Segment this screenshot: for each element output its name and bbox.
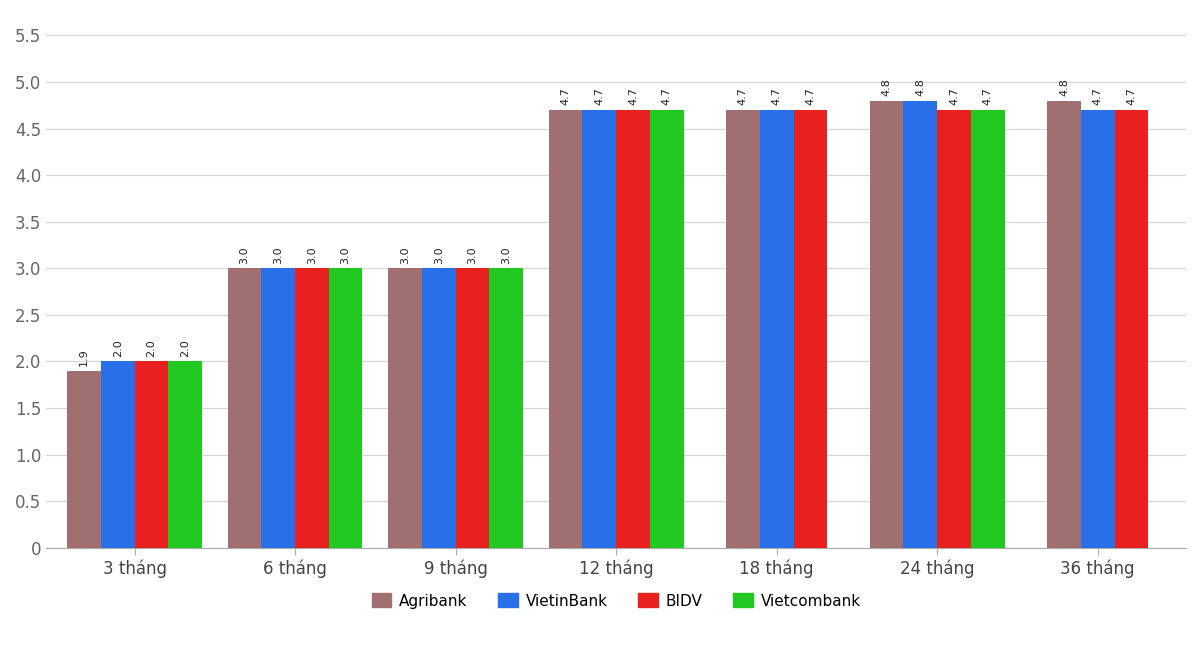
Text: 3.0: 3.0: [501, 246, 512, 263]
Text: 4.7: 4.7: [628, 87, 638, 105]
Text: 4.7: 4.7: [1127, 87, 1136, 105]
Text: 3.0: 3.0: [467, 246, 478, 263]
Bar: [168, 362, 202, 548]
Bar: [422, 268, 455, 548]
Text: 4.7: 4.7: [1093, 87, 1103, 105]
Bar: [1081, 110, 1115, 548]
Text: 4.7: 4.7: [982, 87, 993, 105]
Bar: [228, 268, 262, 548]
Bar: [616, 110, 650, 548]
Text: 4.7: 4.7: [949, 87, 960, 105]
Bar: [870, 101, 903, 548]
Text: 3.0: 3.0: [307, 246, 317, 263]
Text: 1.9: 1.9: [79, 348, 89, 366]
Bar: [388, 268, 422, 548]
Bar: [903, 101, 937, 548]
Bar: [101, 362, 135, 548]
Text: 3.0: 3.0: [273, 246, 283, 263]
Text: 4.7: 4.7: [772, 87, 782, 105]
Text: 4.8: 4.8: [1059, 78, 1069, 96]
Text: 2.0: 2.0: [147, 339, 156, 357]
Bar: [67, 371, 101, 548]
Bar: [760, 110, 794, 548]
Bar: [489, 268, 522, 548]
Text: 4.7: 4.7: [737, 87, 748, 105]
Bar: [455, 268, 489, 548]
Text: 3.0: 3.0: [434, 246, 443, 263]
Legend: Agribank, VietinBank, BIDV, Vietcombank: Agribank, VietinBank, BIDV, Vietcombank: [365, 588, 867, 615]
Text: 2.0: 2.0: [180, 339, 190, 357]
Bar: [135, 362, 168, 548]
Text: 2.0: 2.0: [113, 339, 123, 357]
Bar: [937, 110, 970, 548]
Bar: [549, 110, 582, 548]
Bar: [1115, 110, 1148, 548]
Bar: [1047, 101, 1081, 548]
Bar: [295, 268, 329, 548]
Text: 4.7: 4.7: [806, 87, 815, 105]
Bar: [650, 110, 683, 548]
Text: 4.7: 4.7: [662, 87, 671, 105]
Text: 4.8: 4.8: [915, 78, 925, 96]
Text: 3.0: 3.0: [239, 246, 250, 263]
Bar: [970, 110, 1004, 548]
Text: 4.7: 4.7: [561, 87, 570, 105]
Bar: [794, 110, 827, 548]
Bar: [727, 110, 760, 548]
Text: 4.8: 4.8: [882, 78, 891, 96]
Bar: [262, 268, 295, 548]
Bar: [582, 110, 616, 548]
Text: 4.7: 4.7: [594, 87, 604, 105]
Text: 3.0: 3.0: [341, 246, 351, 263]
Text: 3.0: 3.0: [400, 246, 410, 263]
Bar: [329, 268, 363, 548]
